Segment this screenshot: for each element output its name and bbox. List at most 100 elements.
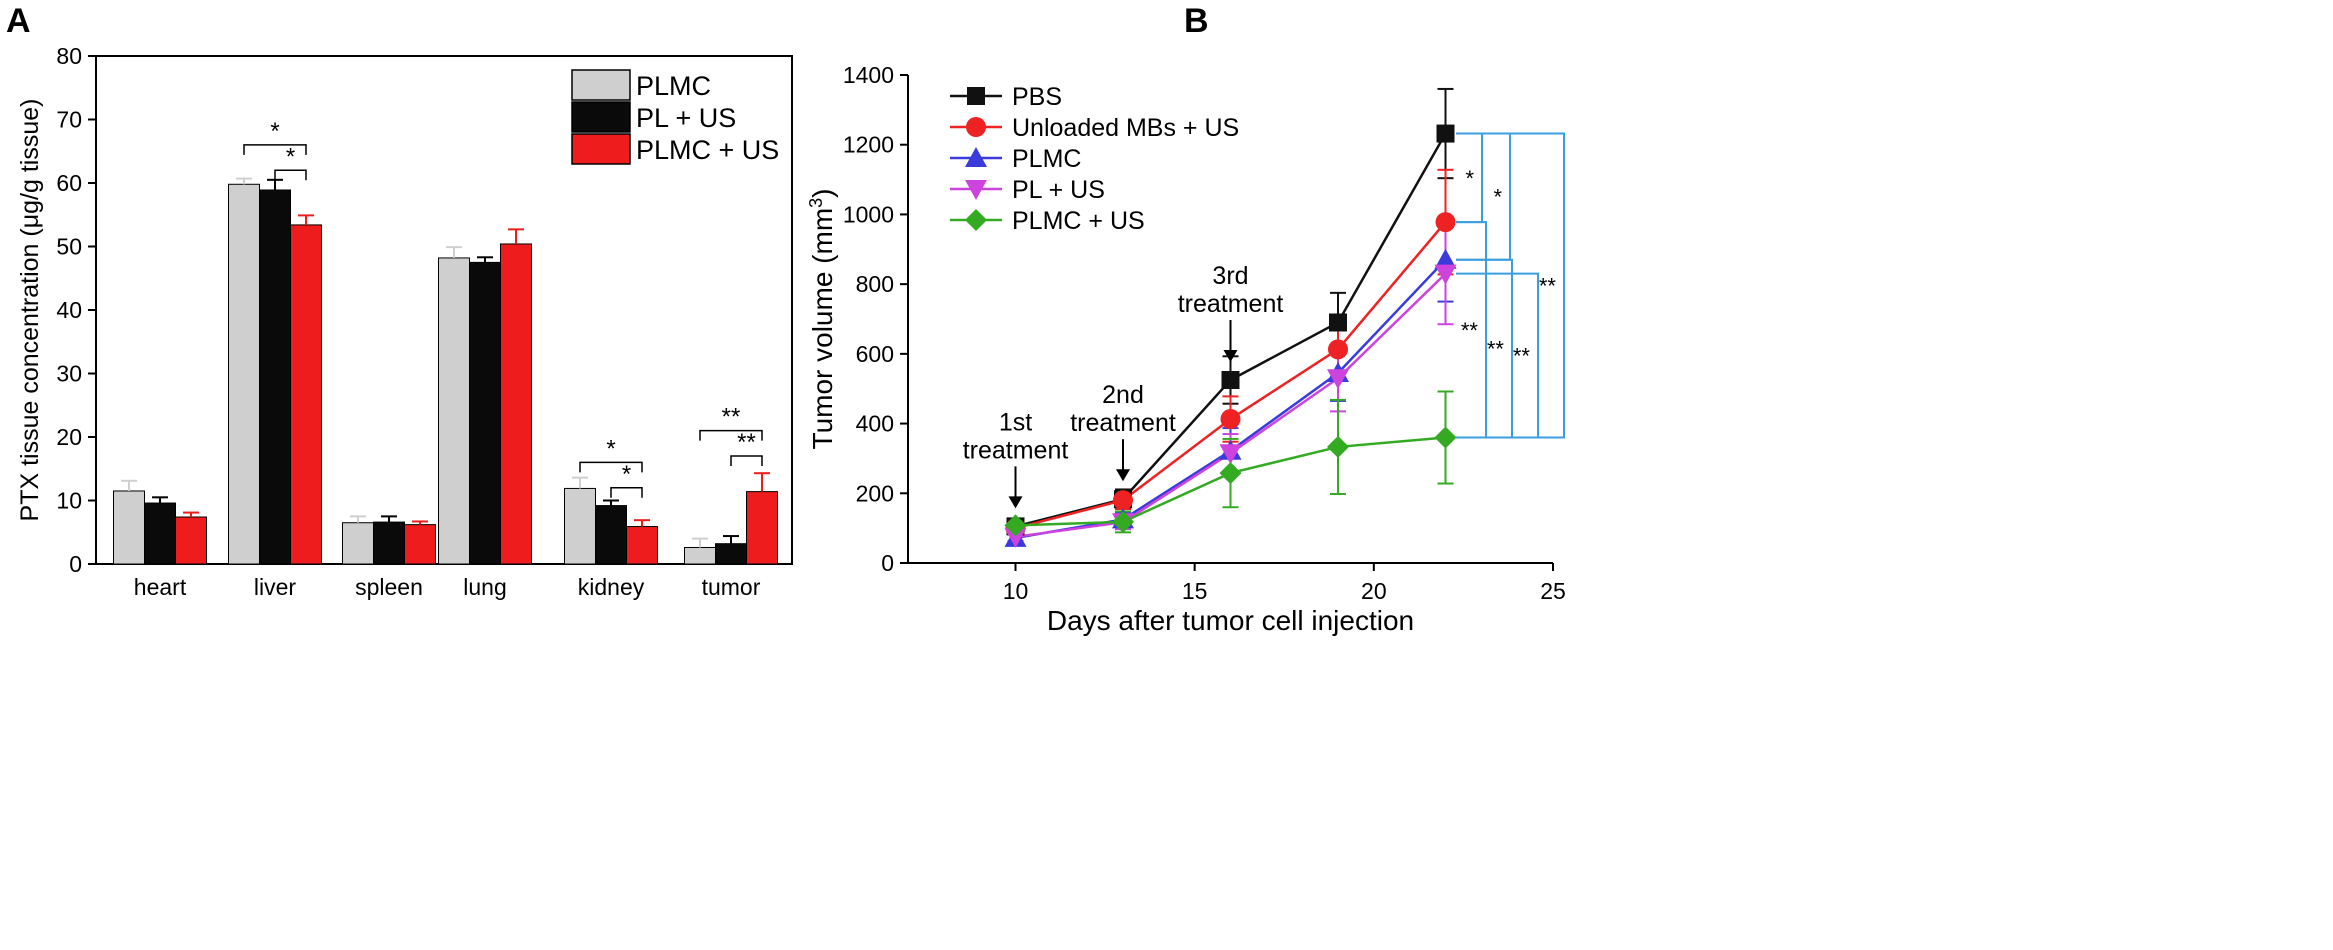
significance-label: ** xyxy=(1539,274,1557,299)
significance-bracket xyxy=(274,169,307,181)
x-tick-label: 25 xyxy=(1540,578,1566,604)
legend-label-pbs: PBS xyxy=(1012,83,1062,111)
point-unloaded-mbs-us xyxy=(1328,339,1348,360)
treatment-label: treatment xyxy=(1178,290,1284,318)
significance-bracket xyxy=(579,461,643,473)
point-plmc-us xyxy=(1219,462,1242,485)
bar-plmc-us-liver xyxy=(290,224,322,565)
legend-marker-pbs xyxy=(967,87,985,105)
point-unloaded-mbs-us xyxy=(1435,212,1456,233)
point-plmc xyxy=(1434,248,1457,269)
x-tick-label: 20 xyxy=(1361,578,1387,604)
y-tick-label: 400 xyxy=(856,411,894,437)
panel-b-label: B xyxy=(1184,2,1209,40)
significance-bracket xyxy=(699,429,763,441)
point-pl-us xyxy=(1327,369,1349,390)
significance-label: ** xyxy=(737,429,756,456)
point-plmc-us xyxy=(1004,514,1027,537)
significance-label: * xyxy=(1465,166,1474,191)
y-tick-label: 60 xyxy=(56,170,82,196)
legend-swatch-plmc-us xyxy=(571,133,631,165)
significance-label: * xyxy=(286,143,295,170)
treatment-label: 1st xyxy=(999,408,1032,436)
legend-marker-plmc-us xyxy=(965,209,987,231)
bar-pl-us-kidney xyxy=(595,505,627,565)
x-tick-label-liver: liver xyxy=(254,574,297,600)
y-axis-label: PTX tissue concentration (μg/g tissue) xyxy=(16,99,44,522)
point-plmc-us xyxy=(1434,426,1457,449)
chart-b: 0 200 400 600 800 1000 1200 1400 10 15 20 25 Days af… xyxy=(806,62,1566,636)
significance-label: * xyxy=(606,435,615,462)
y-tick-label: 1400 xyxy=(843,62,894,88)
x-axis-label: Days after tumor cell injection xyxy=(1047,605,1414,636)
bar-plmc-us-tumor xyxy=(746,491,778,565)
significance-label: * xyxy=(1493,185,1502,210)
bar-plmc-us-lung xyxy=(500,243,532,565)
y-tick-label: 200 xyxy=(856,480,894,506)
bar-plmc-us-spleen xyxy=(404,524,436,565)
y-tick-label: 50 xyxy=(56,234,82,260)
bar-plmc-liver xyxy=(228,183,260,565)
treatment-label: treatment xyxy=(1070,409,1176,437)
legend-marker-unloaded-mbs-us xyxy=(966,117,986,137)
treatment-arrowhead xyxy=(1116,469,1130,482)
significance-bracket xyxy=(730,455,763,467)
significance-label: * xyxy=(622,461,631,488)
legend-marker-pl-us xyxy=(965,180,987,200)
significance-label: ** xyxy=(722,404,741,431)
legend-label-plmc: PLMC xyxy=(636,71,711,101)
y-tick-label: 10 xyxy=(56,488,82,514)
y-tick-label: 30 xyxy=(56,361,82,387)
point-pl-us xyxy=(1004,527,1027,548)
bar-pl-us-liver xyxy=(259,189,291,565)
x-tick-label-kidney: kidney xyxy=(578,574,645,600)
bar-pl-us-tumor xyxy=(715,543,747,565)
bar-pl-us-lung xyxy=(469,261,501,565)
significance-label: * xyxy=(270,118,279,145)
legend-label-plmc-us: PLMC + US xyxy=(636,135,779,165)
legend-label-unloaded-mbs-us: Unloaded MBs + US xyxy=(1012,114,1239,142)
bar-plmc-kidney xyxy=(564,487,596,565)
significance-bracket xyxy=(610,487,643,498)
chart-a: 0 10 20 30 40 50 60 70 80 PTX tissue concentratio… xyxy=(16,43,793,600)
bar-plmc-tumor xyxy=(684,546,716,565)
y-tick-label: 20 xyxy=(56,424,82,450)
y-tick-label: 1200 xyxy=(843,132,894,158)
bar-pl-us-heart xyxy=(144,502,176,565)
significance-bracket xyxy=(1456,132,1565,439)
legend-swatch-plmc xyxy=(571,69,631,101)
bar-plmc-spleen xyxy=(342,522,374,565)
y-tick-label: 80 xyxy=(56,43,82,69)
bar-plmc-us-heart xyxy=(175,516,207,565)
legend-label-pl-us: PL + US xyxy=(636,103,736,133)
x-tick-label-lung: lung xyxy=(463,574,506,600)
x-tick-label-heart: heart xyxy=(134,574,187,600)
treatment-label: 3rd xyxy=(1212,262,1248,290)
y-tick-label: 70 xyxy=(56,107,82,133)
treatment-arrowhead xyxy=(1223,350,1238,362)
treatment-label: treatment xyxy=(963,436,1069,464)
point-pbs xyxy=(1436,124,1455,143)
legend-label-plmc-us: PLMC + US xyxy=(1012,207,1145,235)
x-tick-label: 10 xyxy=(1003,578,1029,604)
legend-marker-plmc xyxy=(965,147,987,167)
panel-a-label: A xyxy=(6,2,31,40)
significance-bracket xyxy=(243,144,307,155)
y-tick-label: 800 xyxy=(856,271,894,297)
bar-plmc-us-kidney xyxy=(626,526,658,565)
y-tick-label: 600 xyxy=(856,341,894,367)
bar-plmc-heart xyxy=(113,490,145,565)
legend-label-plmc: PLMC xyxy=(1012,145,1081,173)
point-pbs xyxy=(1221,371,1240,389)
y-tick-label: 0 xyxy=(881,550,894,576)
significance-label: ** xyxy=(1461,318,1479,343)
y-tick-label: 0 xyxy=(69,551,82,577)
legend-label-pl-us: PL + US xyxy=(1012,176,1105,204)
treatment-label: 2nd xyxy=(1102,381,1144,409)
significance-label: ** xyxy=(1487,337,1505,362)
treatment-arrowhead xyxy=(1008,496,1023,509)
significance-label: ** xyxy=(1513,344,1531,369)
legend-swatch-pl-us xyxy=(571,101,631,133)
point-plmc-us xyxy=(1112,510,1134,533)
